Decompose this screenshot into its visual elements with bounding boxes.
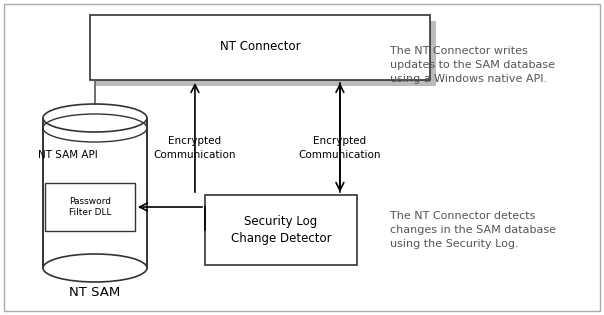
- Text: NT SAM: NT SAM: [69, 285, 121, 299]
- Ellipse shape: [43, 104, 147, 132]
- Bar: [45, 183, 135, 231]
- Text: The NT Connector detects
changes in the SAM database
using the Security Log.: The NT Connector detects changes in the …: [390, 211, 556, 249]
- Bar: [96, 21, 436, 86]
- Bar: [90, 15, 430, 80]
- Polygon shape: [43, 118, 147, 268]
- Text: Encrypted
Communication: Encrypted Communication: [298, 136, 381, 160]
- Ellipse shape: [43, 254, 147, 282]
- Text: Security Log
Change Detector: Security Log Change Detector: [231, 215, 331, 245]
- Text: The NT Connector writes
updates to the SAM database
using a Windows native API.: The NT Connector writes updates to the S…: [390, 46, 555, 84]
- Text: NT SAM API: NT SAM API: [38, 150, 98, 160]
- Text: NT Connector: NT Connector: [220, 41, 300, 54]
- Text: Encrypted
Communication: Encrypted Communication: [153, 136, 236, 160]
- Text: Password
Filter DLL: Password Filter DLL: [69, 197, 111, 217]
- Bar: [205, 195, 357, 265]
